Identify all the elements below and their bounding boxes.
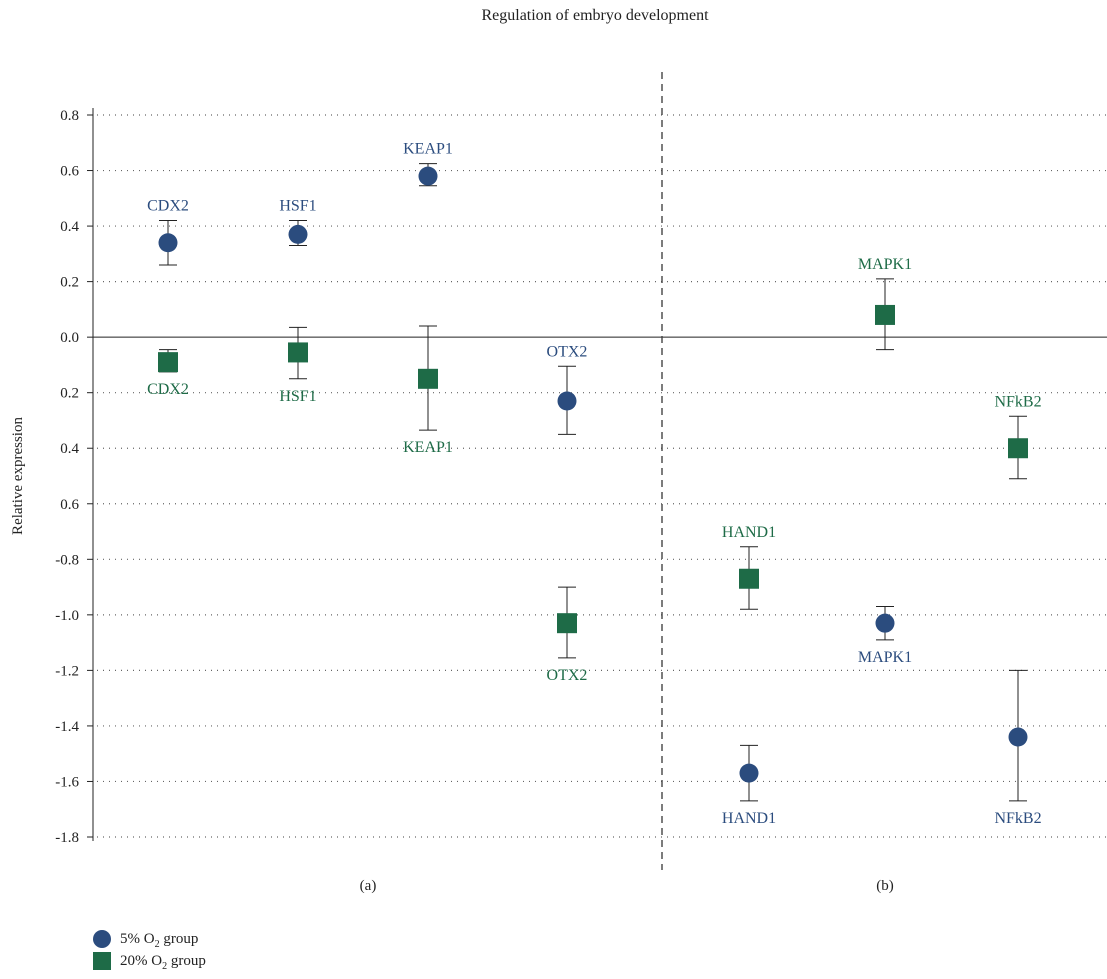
data-point-circle [557,391,577,411]
data-label: HAND1 [722,524,776,541]
data-label: MAPK1 [858,649,912,666]
data-point-square [1008,438,1028,459]
legend-item-5pct: 5% O2 group [93,928,206,950]
legend: 5% O2 group 20% O2 group [93,928,206,972]
data-point-circle [158,233,178,253]
data-label: KEAP1 [403,439,453,456]
grid [93,72,1107,870]
y-tick-label: -0.8 [55,552,79,568]
data-point-square [418,368,438,389]
data-label: KEAP1 [403,141,453,158]
y-tick-label: 0.0 [60,330,79,346]
y-tick-label: 0.2 [60,386,79,402]
y-tick-label: -1.6 [55,774,79,790]
data-label: CDX2 [147,381,189,398]
y-tick-label: 0.4 [60,219,79,235]
data-point-square [875,304,895,325]
data-marks: CDX2 HSF1 KEAP1 OTX2 HAND1 MAPK1 NFkB2 CDX2 HSF1… [147,141,1041,827]
data-label: OTX2 [547,667,588,684]
panel-labels: (a) (b) [360,878,894,894]
data-point-circle [739,763,759,783]
y-axis-label: Relative expression [10,417,26,535]
data-label: HSF1 [279,198,316,215]
data-point-circle [288,224,308,244]
data-label: MAPK1 [858,256,912,273]
legend-label: 20% O2 group [120,952,206,972]
legend-label: 5% O2 group [120,930,199,950]
y-tick-label: -1.2 [55,663,79,679]
panel-label-a: (a) [360,878,377,894]
y-tick-label: -1.4 [55,719,79,735]
y-axis: 0.8 0.6 0.4 0.2 0.0 0.2 0.4 0.6 -0.8 -1.0 -1.2 -1.4… [55,108,94,846]
y-tick-label: 0.6 [60,497,79,513]
panel-label-b: (b) [876,878,894,894]
data-point-circle [418,166,438,186]
y-tick-label: 0.4 [60,441,79,457]
y-tick-label: 0.8 [60,108,79,124]
data-point-square [158,352,178,373]
data-label: HAND1 [722,810,776,827]
y-tick-label: 0.6 [60,164,79,180]
data-label: OTX2 [547,343,588,360]
data-point-square [739,568,759,589]
legend-square-marker [93,952,111,970]
legend-item-20pct: 20% O2 group [93,950,206,972]
legend-circle-marker [93,930,111,948]
data-label: NFkB2 [994,810,1041,827]
data-label: CDX2 [147,198,189,215]
data-label: NFkB2 [994,393,1041,410]
chart-title: Regulation of embryo development [481,7,709,24]
y-tick-label: 0.2 [60,275,79,291]
y-tick-label: -1.8 [55,830,79,846]
data-point-circle [1008,727,1028,747]
data-point-circle [875,613,895,633]
data-label: HSF1 [279,388,316,405]
data-point-square [288,342,308,363]
data-point-square [557,613,577,634]
y-tick-label: -1.0 [55,608,79,624]
